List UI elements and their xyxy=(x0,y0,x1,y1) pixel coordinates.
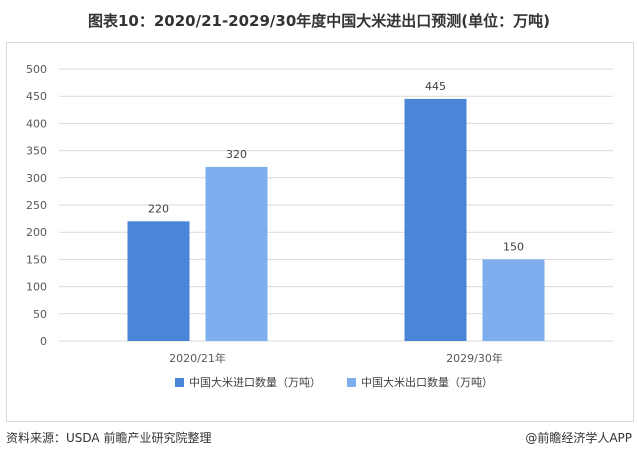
y-tick-label: 150 xyxy=(26,253,47,266)
y-tick-label: 0 xyxy=(40,335,47,348)
legend-swatch xyxy=(175,378,184,387)
footer: 资料来源：USDA 前瞻产业研究院整理 @前瞻经济学人APP xyxy=(6,427,632,449)
y-tick-label: 450 xyxy=(26,90,47,103)
y-tick-label: 400 xyxy=(26,117,47,130)
y-tick-label: 100 xyxy=(26,281,47,294)
x-tick-label: 2020/21年 xyxy=(169,351,226,365)
y-tick-label: 350 xyxy=(26,145,47,158)
data-label: 445 xyxy=(425,80,446,93)
source-note: 资料来源：USDA 前瞻产业研究院整理 xyxy=(6,431,212,445)
y-tick-label: 300 xyxy=(26,172,47,185)
bar xyxy=(404,98,467,341)
bar-chart: 0 50 100 150 200 250 300 350 400 450 500 220 320 2020… xyxy=(26,63,613,389)
legend-label: 中国大米出口数量（万吨） xyxy=(361,375,493,389)
data-label: 150 xyxy=(503,240,524,253)
legend-label: 中国大米进口数量（万吨） xyxy=(189,375,321,389)
credit-note: @前瞻经济学人APP xyxy=(525,431,632,445)
data-label: 320 xyxy=(226,148,247,161)
chart-title: 图表10：2020/21-2029/30年度中国大米进出口预测(单位：万吨) xyxy=(87,12,550,30)
bar xyxy=(205,166,268,341)
chart-area: 0 50 100 150 200 250 300 350 400 450 500 220 320 2020… xyxy=(6,42,634,422)
y-tick-label: 500 xyxy=(26,63,47,76)
y-tick-label: 250 xyxy=(26,199,47,212)
bar xyxy=(127,221,190,341)
x-tick-label: 2029/30年 xyxy=(446,351,503,365)
y-tick-label: 200 xyxy=(26,226,47,239)
y-tick-label: 50 xyxy=(33,308,47,321)
bar xyxy=(482,259,545,341)
legend-swatch xyxy=(347,378,356,387)
data-label: 220 xyxy=(148,202,169,215)
